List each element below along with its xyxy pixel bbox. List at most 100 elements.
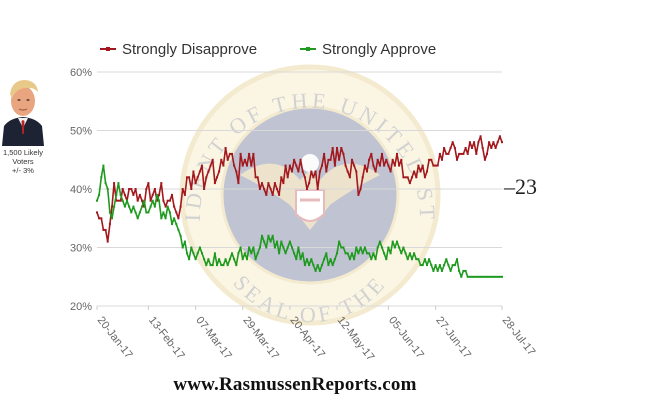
strongly-approve-point xyxy=(336,252,338,255)
strongly-approve-point xyxy=(100,176,103,179)
strongly-disapprove-point xyxy=(423,176,426,179)
strongly-approve-point xyxy=(128,205,131,208)
strongly-approve-point xyxy=(404,252,407,255)
strongly-approve-point xyxy=(119,193,122,196)
strongly-disapprove-point xyxy=(340,147,343,149)
strongly-disapprove-point xyxy=(417,164,420,167)
source-url[interactable]: www.RasmussenReports.com xyxy=(173,374,417,395)
legend-item-strongly-approve[interactable]: Strongly Approve xyxy=(300,41,436,58)
strongly-approve-point xyxy=(263,240,266,243)
strongly-disapprove-point xyxy=(323,152,326,155)
strongly-disapprove-point xyxy=(207,170,210,173)
strongly-disapprove-point xyxy=(396,152,398,155)
strongly-approve-point xyxy=(286,246,289,249)
strongly-disapprove-point xyxy=(108,223,111,226)
x-tick-label: 28-Jul-17 xyxy=(500,314,538,358)
strongly-disapprove-point xyxy=(288,164,291,167)
strongly-approve-point xyxy=(306,258,308,261)
strongly-approve-point xyxy=(406,258,409,261)
strongly-approve-point xyxy=(288,240,291,243)
strongly-disapprove-point xyxy=(166,199,169,202)
strongly-disapprove-point xyxy=(237,182,240,185)
chart-series xyxy=(96,135,503,278)
strongly-disapprove-point xyxy=(224,147,227,149)
x-tick-label: 29-Mar-17 xyxy=(240,314,281,361)
strongly-disapprove-point xyxy=(98,217,101,220)
strongly-approve-point xyxy=(190,246,193,249)
strongly-disapprove-point xyxy=(475,152,478,155)
strongly-disapprove-point xyxy=(357,193,360,196)
strongly-approve-point xyxy=(224,258,227,261)
legend-item-strongly-disapprove[interactable]: Strongly Disapprove xyxy=(100,41,257,58)
strongly-approve-point xyxy=(228,258,231,261)
strongly-disapprove-point xyxy=(447,152,450,155)
strongly-disapprove-point xyxy=(389,170,392,173)
strongly-disapprove-point xyxy=(316,188,319,190)
strongly-disapprove-point xyxy=(256,176,259,179)
strongly-approve-point xyxy=(430,264,433,267)
strongly-approve-point xyxy=(153,205,156,208)
strongly-approve-point xyxy=(323,258,326,261)
legend-label: Strongly Approve xyxy=(322,41,436,58)
strongly-disapprove-point xyxy=(226,158,229,161)
strongly-approve-point xyxy=(254,258,257,261)
strongly-approve-point xyxy=(372,252,375,255)
strongly-disapprove-point xyxy=(486,152,488,155)
strongly-disapprove-point xyxy=(128,188,131,190)
strongly-approve-point xyxy=(441,269,443,272)
x-tick-label: 13-Feb-17 xyxy=(146,314,187,361)
strongly-disapprove-point xyxy=(156,199,158,202)
strongly-approve-point xyxy=(102,164,105,167)
strongly-disapprove-point xyxy=(271,193,274,196)
strongly-disapprove-point xyxy=(306,188,308,190)
strongly-approve-point xyxy=(415,258,418,261)
net-approval-annotation: –23 xyxy=(503,174,537,199)
strongly-approve-line xyxy=(96,164,502,278)
strongly-disapprove-point xyxy=(353,164,356,167)
strongly-approve-point xyxy=(496,275,499,278)
strongly-disapprove-point xyxy=(261,182,263,185)
strongly-disapprove-point xyxy=(102,228,105,231)
strongly-disapprove-point xyxy=(406,176,409,179)
strongly-disapprove-point xyxy=(434,164,437,167)
strongly-disapprove-point xyxy=(329,158,332,161)
strongly-approve-point xyxy=(141,205,143,208)
strongly-disapprove-point xyxy=(314,170,317,173)
strongly-disapprove-point xyxy=(250,164,253,167)
strongly-disapprove-point xyxy=(372,164,375,167)
strongly-approve-point xyxy=(145,211,148,214)
strongly-disapprove-point xyxy=(432,164,435,167)
strongly-disapprove-point xyxy=(293,158,296,161)
strongly-approve-point xyxy=(162,211,165,214)
strongly-disapprove-point xyxy=(501,141,503,144)
strongly-disapprove-point xyxy=(213,182,216,185)
strongly-disapprove-point xyxy=(336,147,338,149)
strongly-approve-point xyxy=(166,205,169,208)
strongly-approve-point xyxy=(205,264,208,267)
strongly-disapprove-point xyxy=(136,199,139,202)
strongly-disapprove-point xyxy=(265,193,268,196)
strongly-disapprove-point xyxy=(151,193,154,196)
strongly-disapprove-point xyxy=(408,182,411,185)
strongly-disapprove-point xyxy=(303,176,306,179)
strongly-disapprove-point xyxy=(462,152,465,155)
strongly-disapprove-point xyxy=(282,182,285,185)
strongly-disapprove-point xyxy=(441,158,443,161)
strongly-approve-point xyxy=(413,252,416,255)
strongly-approve-point xyxy=(468,275,471,278)
chart-legend[interactable]: Strongly Disapprove Strongly Approve xyxy=(100,41,436,58)
strongly-disapprove-point xyxy=(138,193,141,196)
strongly-disapprove-point xyxy=(449,147,452,149)
strongly-disapprove-point xyxy=(113,182,116,185)
strongly-disapprove-point xyxy=(391,158,394,161)
strongly-disapprove-point xyxy=(147,182,150,185)
strongly-approve-point xyxy=(132,205,135,208)
strongly-approve-point xyxy=(171,223,173,226)
strongly-approve-point xyxy=(456,258,458,261)
strongly-disapprove-point xyxy=(404,176,407,179)
strongly-approve-point xyxy=(201,252,203,255)
strongly-approve-point xyxy=(233,258,236,261)
strongly-disapprove-point xyxy=(451,141,454,144)
strongly-approve-point xyxy=(359,246,362,249)
strongly-approve-point xyxy=(501,275,503,278)
